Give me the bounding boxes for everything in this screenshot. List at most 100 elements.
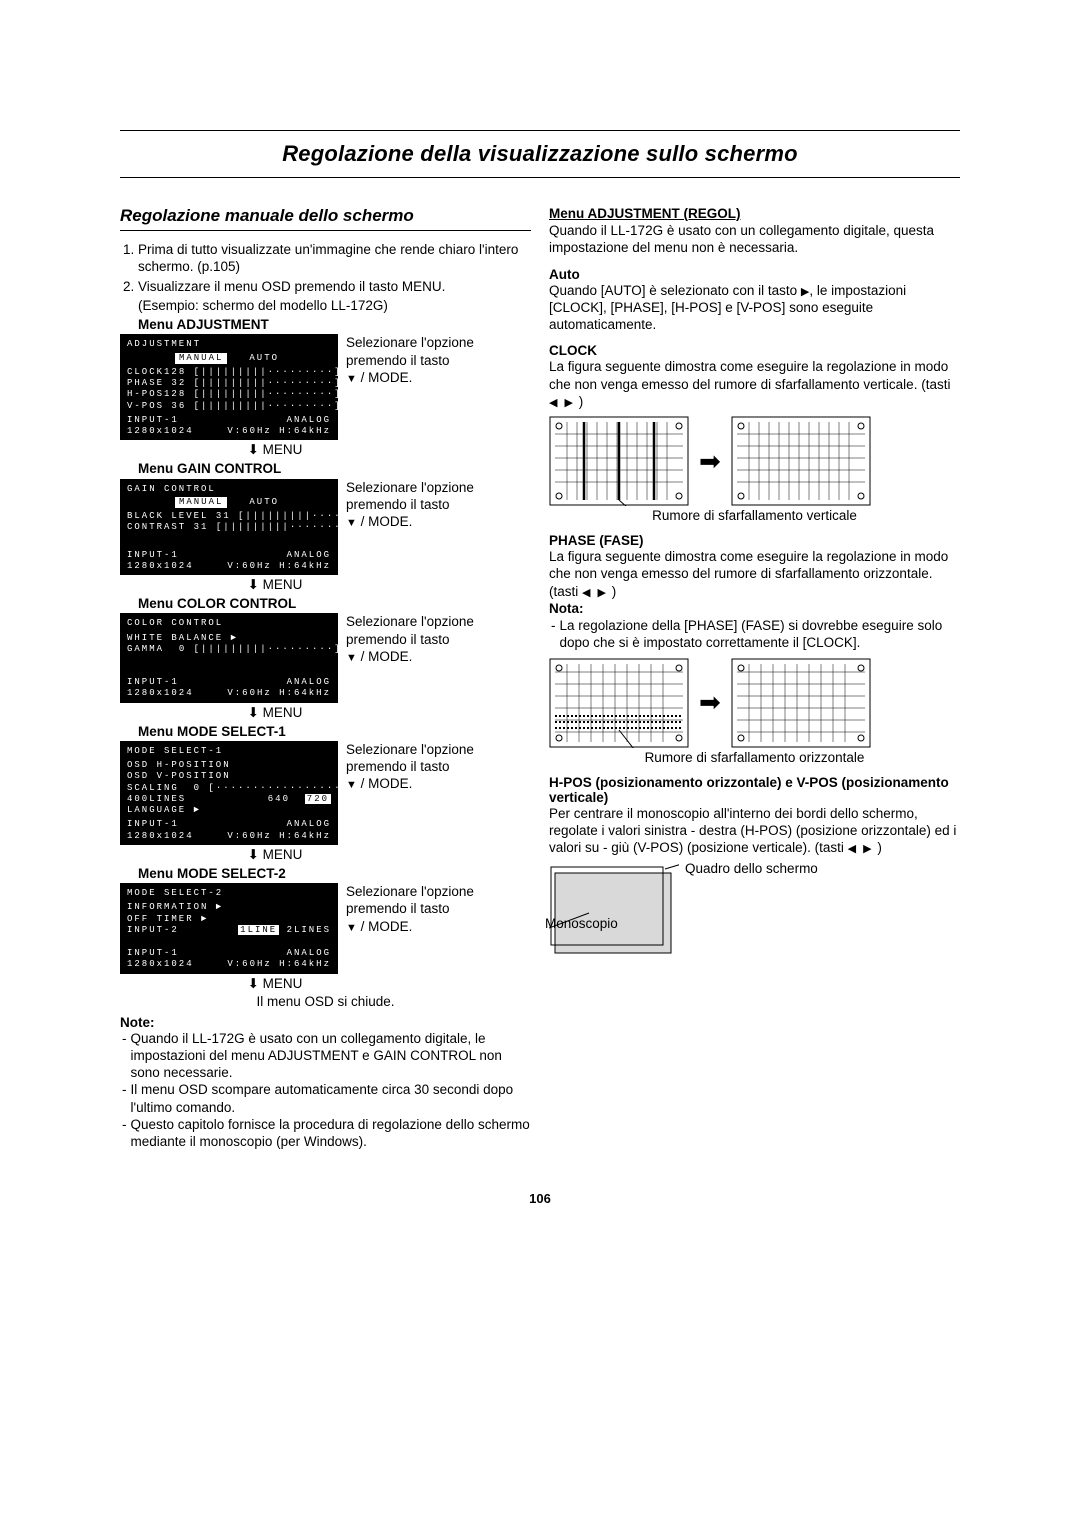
right-p5: Per centrare il monoscopio all'interno d…	[549, 805, 960, 857]
right-p3: La figura seguente dimostra come eseguir…	[549, 358, 960, 410]
osd-val: 128 [|||||||||·········]	[164, 389, 342, 400]
frame-label-1: Quadro dello schermo	[685, 861, 818, 876]
osd-row: 400LINES	[127, 794, 186, 805]
menu-nav: ⬇ MENU	[210, 705, 340, 721]
osd-foot: INPUT-1	[127, 415, 179, 426]
menu-nav: ⬇ MENU	[210, 442, 340, 458]
osd-row: OSD V-POSITION	[127, 771, 231, 782]
osd-row: CLOCK	[127, 367, 164, 378]
osd-row: BLACK LEVEL	[127, 511, 208, 522]
osd-foot: INPUT-1	[127, 948, 179, 959]
osd-row: PHASE	[127, 378, 164, 389]
osd-val: 32 [|||||||||·········]	[164, 378, 342, 389]
mode-text: / MODE.	[357, 776, 413, 791]
leftright-icon	[549, 394, 575, 409]
osd-row: OSD H-POSITION	[127, 760, 231, 771]
down-icon	[346, 649, 357, 664]
tab-auto: AUTO	[245, 353, 283, 364]
osd-foot: ANALOG	[287, 948, 331, 959]
osd-val: 31 [|||||||||·········]	[186, 522, 364, 533]
scope-good-icon	[731, 416, 871, 506]
clock-diagram: ➡	[549, 416, 960, 506]
side-caption: Selezionare l'opzione premendo il tasto …	[346, 741, 531, 793]
tab-manual: MANUAL	[175, 497, 227, 508]
frame-label-2: Monoscopio	[545, 916, 635, 931]
note-heading: Note:	[120, 1015, 531, 1030]
menu-nav: ⬇ MENU	[210, 847, 340, 863]
osd-foot: INPUT-1	[127, 819, 179, 830]
menu-text: MENU	[259, 847, 303, 862]
osd-row: OFF TIMER ►	[127, 914, 208, 925]
side-text: Selezionare l'opzione premendo il tasto	[346, 335, 474, 367]
osd-row: V-POS	[127, 401, 164, 412]
osd-val: 36 [|||||||||·········]	[164, 401, 342, 412]
mode-text: / MODE.	[357, 649, 413, 664]
note-item: Questo capitolo fornisce la procedura di…	[120, 1116, 531, 1151]
page-title: Regolazione della visualizzazione sullo …	[120, 130, 960, 178]
osd-foot: 1280x1024	[127, 561, 194, 572]
osd-row: SCALING	[127, 783, 179, 794]
side-caption: Selezionare l'opzione premendo il tasto …	[346, 613, 531, 665]
right-heading-auto: Auto	[549, 267, 960, 282]
nota-heading: Nota:	[549, 601, 584, 616]
osd-row: CONTRAST	[127, 522, 186, 533]
osd-foot: V:60Hz H:64kHz	[227, 688, 331, 699]
phase-caption: Rumore di sfarfallamento orizzontale	[549, 750, 960, 765]
note-item: Quando il LL-172G è usato con un collega…	[120, 1030, 531, 1082]
menu-text: MENU	[259, 577, 303, 592]
osd-title: GAIN CONTROL	[127, 484, 331, 495]
leftright-icon	[582, 584, 608, 599]
down-icon	[346, 919, 357, 934]
down-icon	[346, 514, 357, 529]
scope-bad-icon	[549, 416, 689, 506]
note-item: Il menu OSD scompare automaticamente cir…	[120, 1081, 531, 1116]
side-caption: Selezionare l'opzione premendo il tasto …	[346, 479, 531, 531]
arrow-right-icon: ➡	[699, 687, 721, 718]
side-text: Selezionare l'opzione premendo il tasto	[346, 884, 474, 916]
osd-row: LANGUAGE ►	[127, 805, 201, 816]
menu-ms1-row: MODE SELECT-1 OSD H-POSITION OSD V-POSIT…	[120, 741, 531, 845]
menu-color-label: Menu COLOR CONTROL	[138, 595, 531, 612]
osd-val: 0 [|||||||||·········]	[164, 644, 342, 655]
osd-val: 640 720	[268, 794, 331, 805]
osd-title: ADJUSTMENT	[127, 339, 331, 350]
osd-foot: ANALOG	[287, 819, 331, 830]
osd-foot: 1280x1024	[127, 831, 194, 842]
section-heading: Regolazione manuale dello schermo	[120, 206, 531, 231]
osd-foot: V:60Hz H:64kHz	[227, 831, 331, 842]
osd-foot: V:60Hz H:64kHz	[227, 426, 331, 437]
page: Regolazione della visualizzazione sullo …	[0, 0, 1080, 1266]
step-2: Visualizzare il menu OSD premendo il tas…	[138, 278, 531, 295]
menu-ms2-label: Menu MODE SELECT-2	[138, 865, 531, 882]
right-p4: La figura seguente dimostra come eseguir…	[549, 548, 960, 600]
osd-val: 0 [·················]	[179, 783, 349, 794]
scope-good-icon	[731, 658, 871, 748]
step-2-sub: (Esempio: schermo del modello LL-172G)	[138, 297, 531, 314]
frame-diagram: Quadro dello schermo Monoscopio	[549, 863, 960, 973]
arrow-right-icon: ➡	[699, 446, 721, 477]
right-heading-hpos: H-POS (posizionamento orizzontale) e V-P…	[549, 775, 960, 805]
right-heading-clock: CLOCK	[549, 343, 960, 358]
text: )	[575, 394, 583, 409]
text: Quando [AUTO] è selezionato con il tasto	[549, 283, 801, 298]
osd-ms1: MODE SELECT-1 OSD H-POSITION OSD V-POSIT…	[120, 741, 338, 845]
side-text: Selezionare l'opzione premendo il tasto	[346, 614, 474, 646]
frame-icon	[549, 863, 679, 958]
mode-text: / MODE.	[357, 919, 413, 934]
mode-text: / MODE.	[357, 514, 413, 529]
menu-gain-row: GAIN CONTROL MANUAL AUTO BLACK LEVEL 31 …	[120, 479, 531, 576]
osd-val: 128 [|||||||||·········]	[164, 367, 342, 378]
menu-ms1-label: Menu MODE SELECT-1	[138, 723, 531, 740]
menu-text: MENU	[259, 976, 303, 991]
menu-nav: ⬇ MENU	[210, 577, 340, 593]
osd-color: COLOR CONTROL WHITE BALANCE ► GAMMA 0 [|…	[120, 613, 338, 702]
menu-nav: ⬇ MENU	[210, 976, 340, 992]
mode-text: / MODE.	[357, 370, 413, 385]
step-1: Prima di tutto visualizzate un'immagine …	[138, 241, 531, 276]
menu-ms2-row: MODE SELECT-2 INFORMATION ► OFF TIMER ► …	[120, 883, 531, 974]
osd-adjustment: ADJUSTMENT MANUAL AUTO CLOCK128 [|||||||…	[120, 334, 338, 440]
tab-manual: MANUAL	[175, 353, 227, 364]
text: La figura seguente dimostra come eseguir…	[549, 359, 950, 391]
menu-gain-label: Menu GAIN CONTROL	[138, 460, 531, 477]
close-line: Il menu OSD si chiude.	[120, 994, 531, 1009]
